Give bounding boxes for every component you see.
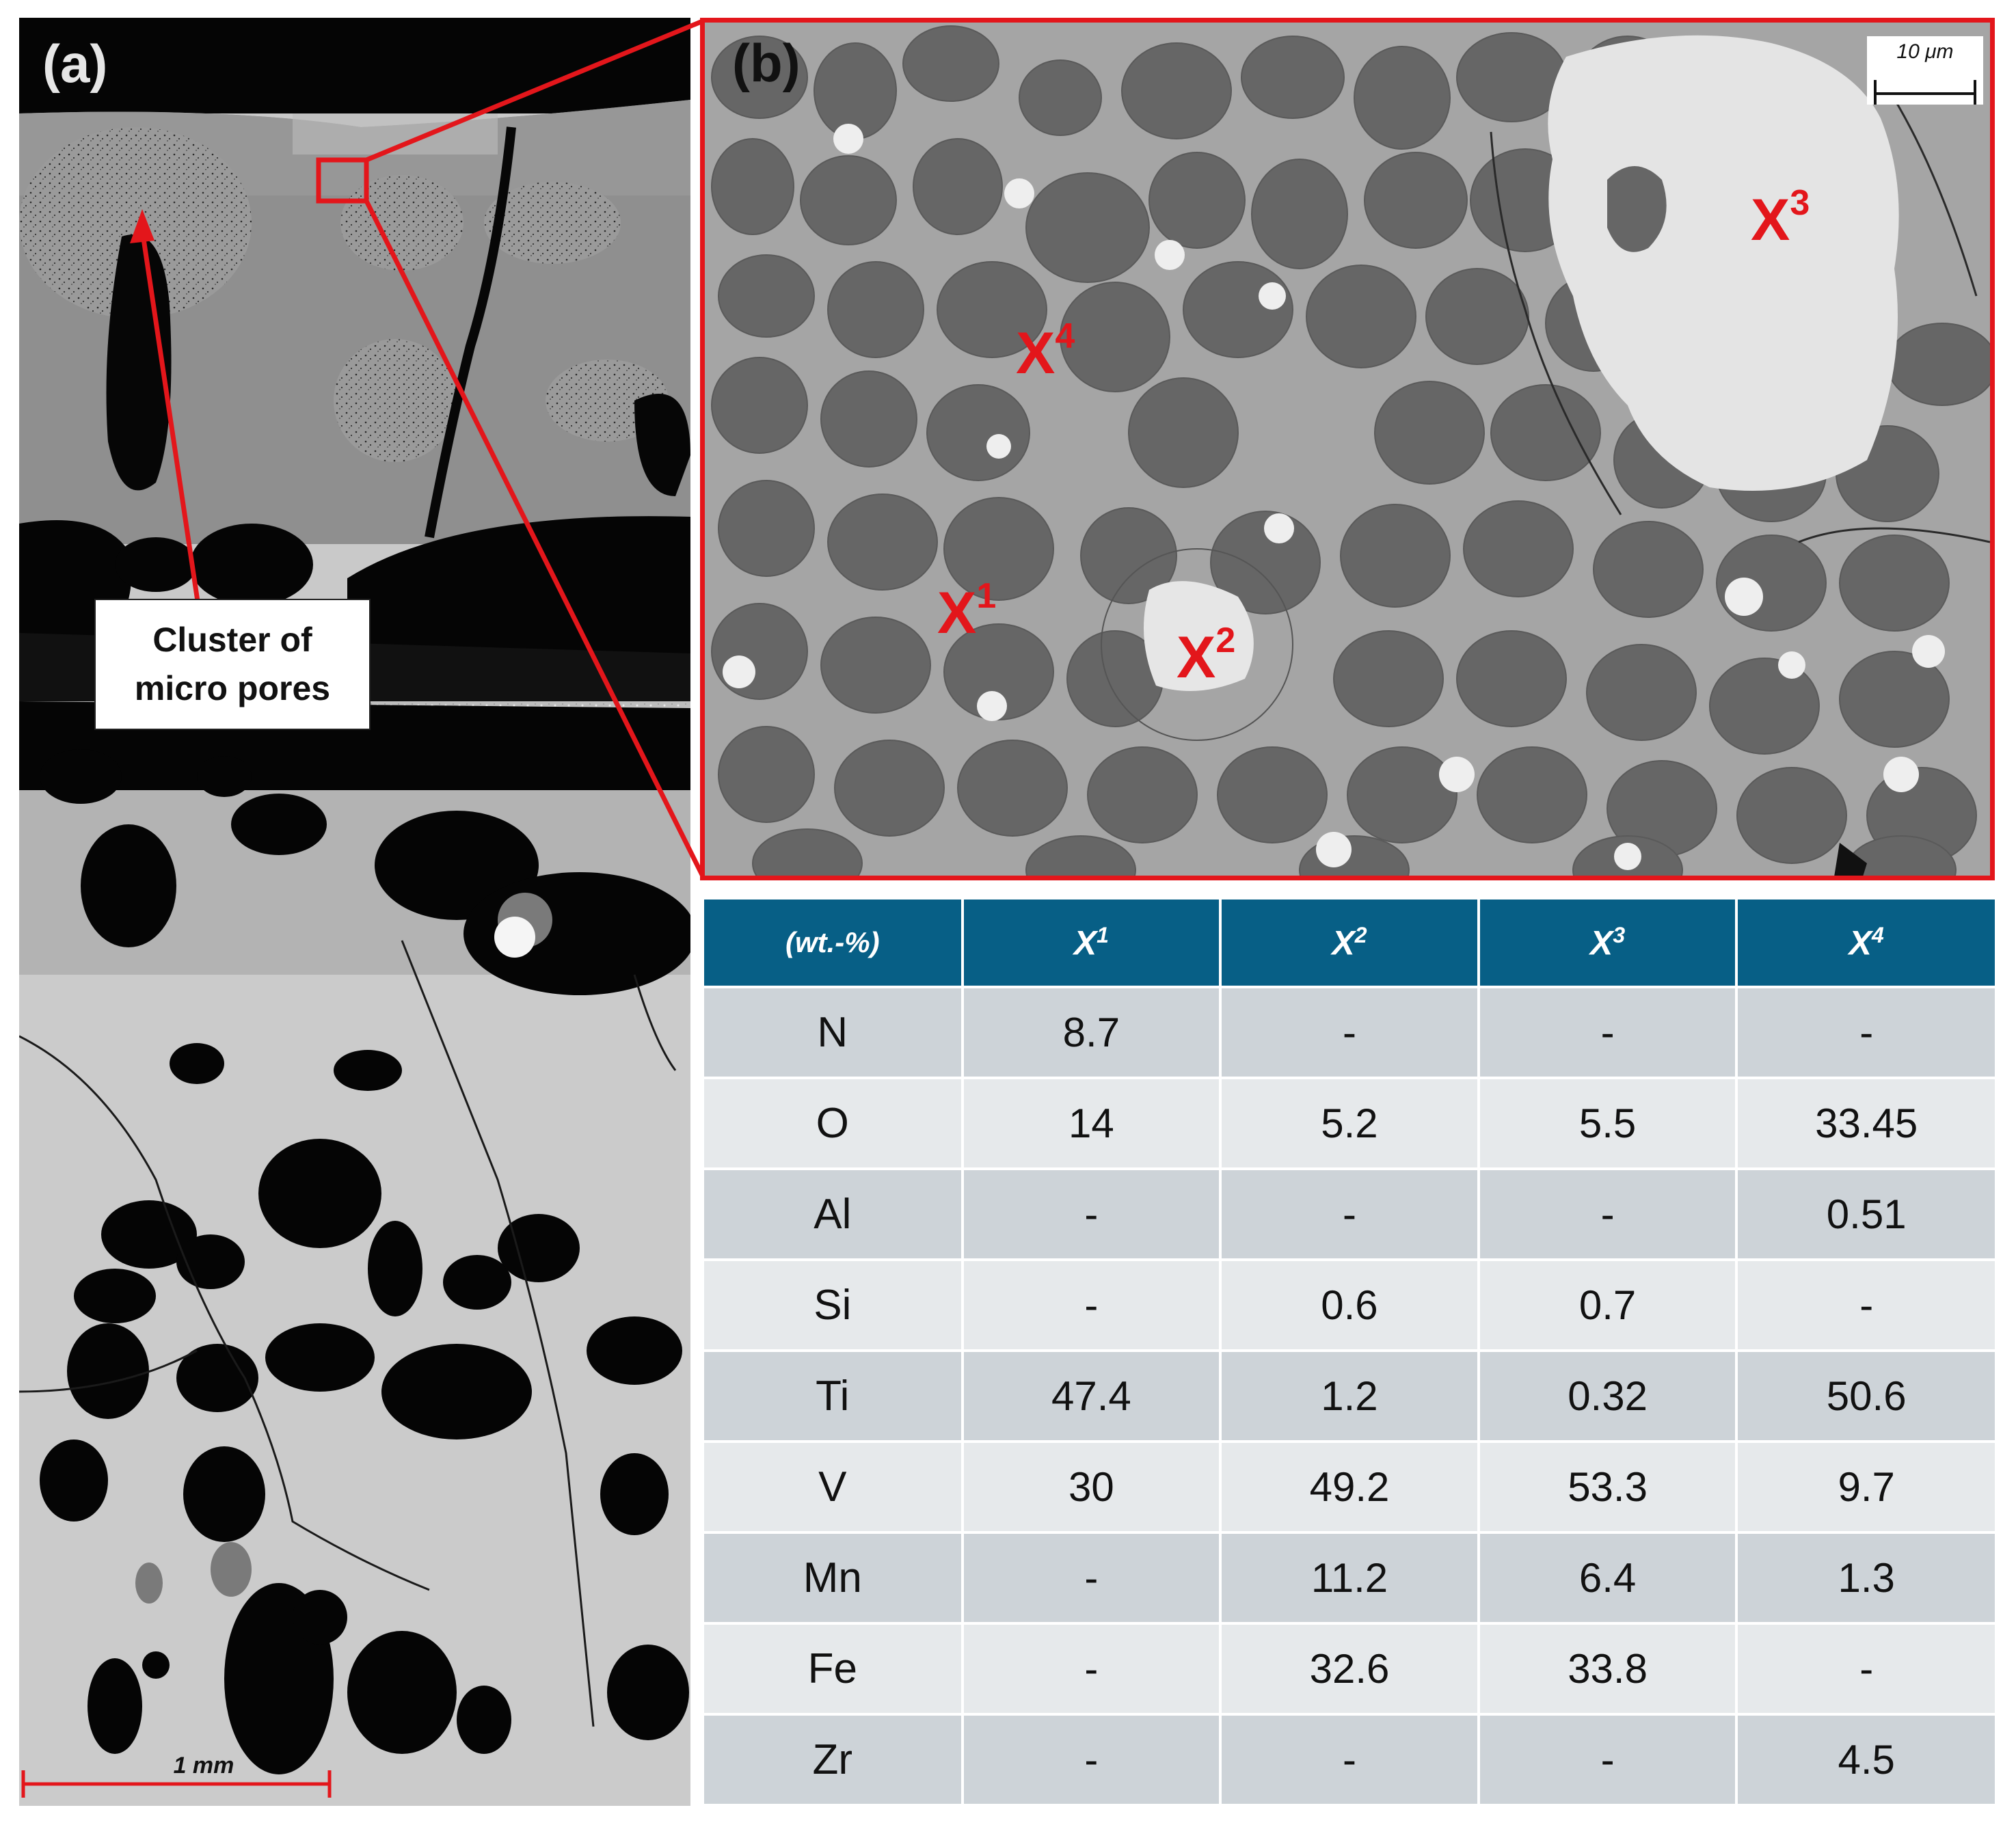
value-cell: - <box>962 1713 1222 1804</box>
scale-bar-b-label: 10 μm <box>1896 40 1954 63</box>
table-row: Ti 47.4 1.2 0.32 50.6 <box>704 1349 1995 1442</box>
table-row: N 8.7- - - <box>704 986 1995 1078</box>
value-cell: - <box>1736 986 1995 1078</box>
value-cell: 32.6 <box>1220 1622 1480 1714</box>
value-cell: 9.7 <box>1736 1440 1995 1532</box>
value-cell: 30 <box>962 1440 1222 1532</box>
table-row: Zr - - -4.5 <box>704 1713 1995 1804</box>
value-cell: - <box>1736 1622 1995 1714</box>
element-cell: O <box>704 1077 964 1169</box>
value-cell: - <box>962 1622 1222 1714</box>
sem-image-panel-a: (a) Cluster of micro pores 1 mm <box>19 18 690 1806</box>
header-x2: X2 <box>1220 900 1480 987</box>
value-cell: - <box>962 1258 1222 1351</box>
zoom-region-box <box>316 157 369 204</box>
value-cell: - <box>1220 1713 1480 1804</box>
value-cell: - <box>962 1531 1222 1623</box>
marker-x2: X2 <box>1177 621 1236 690</box>
callout-line-2: micro pores <box>134 669 331 707</box>
value-cell: 47.4 <box>962 1349 1222 1442</box>
element-cell: N <box>704 986 964 1078</box>
sem-micrograph-b <box>705 23 1990 876</box>
value-cell: 8.7 <box>962 986 1222 1078</box>
panel-label-a: (a) <box>42 33 108 94</box>
value-cell: 49.2 <box>1220 1440 1480 1532</box>
value-cell: 0.7 <box>1478 1258 1738 1351</box>
value-cell: 4.5 <box>1736 1713 1995 1804</box>
element-cell: V <box>704 1440 964 1532</box>
callout-arrow <box>139 229 201 606</box>
value-cell: 1.2 <box>1220 1349 1480 1442</box>
value-cell: - <box>1220 1167 1480 1260</box>
table-row: Mn -11.2 6.4 1.3 <box>704 1531 1995 1623</box>
value-cell: 11.2 <box>1220 1531 1480 1623</box>
element-cell: Fe <box>704 1622 964 1714</box>
value-cell: 6.4 <box>1478 1531 1738 1623</box>
value-cell: - <box>1478 1713 1738 1804</box>
value-cell: 0.32 <box>1478 1349 1738 1442</box>
micro-pores-callout: Cluster of micro pores <box>94 599 371 730</box>
sem-micrograph-a <box>19 18 690 1806</box>
value-cell: 0.6 <box>1220 1258 1480 1351</box>
marker-x4: X4 <box>1016 316 1075 386</box>
marker-x3: X3 <box>1751 183 1810 253</box>
header-x4: X4 <box>1736 900 1995 987</box>
value-cell: - <box>962 1167 1222 1260</box>
element-cell: Al <box>704 1167 964 1260</box>
value-cell: - <box>1478 986 1738 1078</box>
header-x3: X3 <box>1478 900 1738 987</box>
value-cell: 33.45 <box>1736 1077 1995 1169</box>
scale-bar-a <box>21 1770 332 1798</box>
table-row: Si -0.6 0.7- <box>704 1258 1995 1351</box>
table-body: N 8.7- - - O 14 5.2 5.5 33.45 Al - - -0.51 Si -0.6 0.7-… <box>704 986 1995 1804</box>
value-cell: 0.51 <box>1736 1167 1995 1260</box>
table-row: Al - - -0.51 <box>704 1167 1995 1260</box>
callout-line-1: Cluster of <box>152 621 312 659</box>
value-cell: 5.2 <box>1220 1077 1480 1169</box>
marker-x1: X1 <box>937 576 997 646</box>
value-cell: - <box>1220 986 1480 1078</box>
table-row: V 30 49.2 53.3 9.7 <box>704 1440 1995 1532</box>
element-cell: Ti <box>704 1349 964 1442</box>
element-cell: Zr <box>704 1713 964 1804</box>
header-unit: (wt.-%) <box>704 900 964 987</box>
value-cell: 33.8 <box>1478 1622 1738 1714</box>
table-row: Fe -32.6 33.8- <box>704 1622 1995 1714</box>
value-cell: 50.6 <box>1736 1349 1995 1442</box>
table-header-row: (wt.-%) X1 X2 X3 X4 <box>704 900 1995 987</box>
value-cell: 1.3 <box>1736 1531 1995 1623</box>
value-cell: 53.3 <box>1478 1440 1738 1532</box>
scale-bar-b: 10 μm <box>1867 36 1983 105</box>
scale-bar-b-line <box>1874 80 1976 105</box>
composition-table: (wt.-%) X1 X2 X3 X4 N 8.7- - - O 14 5.2 5.5 33.4… <box>704 900 1995 1804</box>
value-cell: 14 <box>962 1077 1222 1169</box>
sem-image-panel-b: (b) 10 μm X1 X2 X3 X4 <box>700 18 1995 880</box>
scale-bar-a-label: 1 mm <box>173 1753 234 1779</box>
panel-label-b: (b) <box>732 33 801 93</box>
value-cell: 5.5 <box>1478 1077 1738 1169</box>
value-cell: - <box>1478 1167 1738 1260</box>
header-x1: X1 <box>962 900 1222 987</box>
table-row: O 14 5.2 5.5 33.45 <box>704 1077 1995 1169</box>
value-cell: - <box>1736 1258 1995 1351</box>
element-cell: Si <box>704 1258 964 1351</box>
element-cell: Mn <box>704 1531 964 1623</box>
